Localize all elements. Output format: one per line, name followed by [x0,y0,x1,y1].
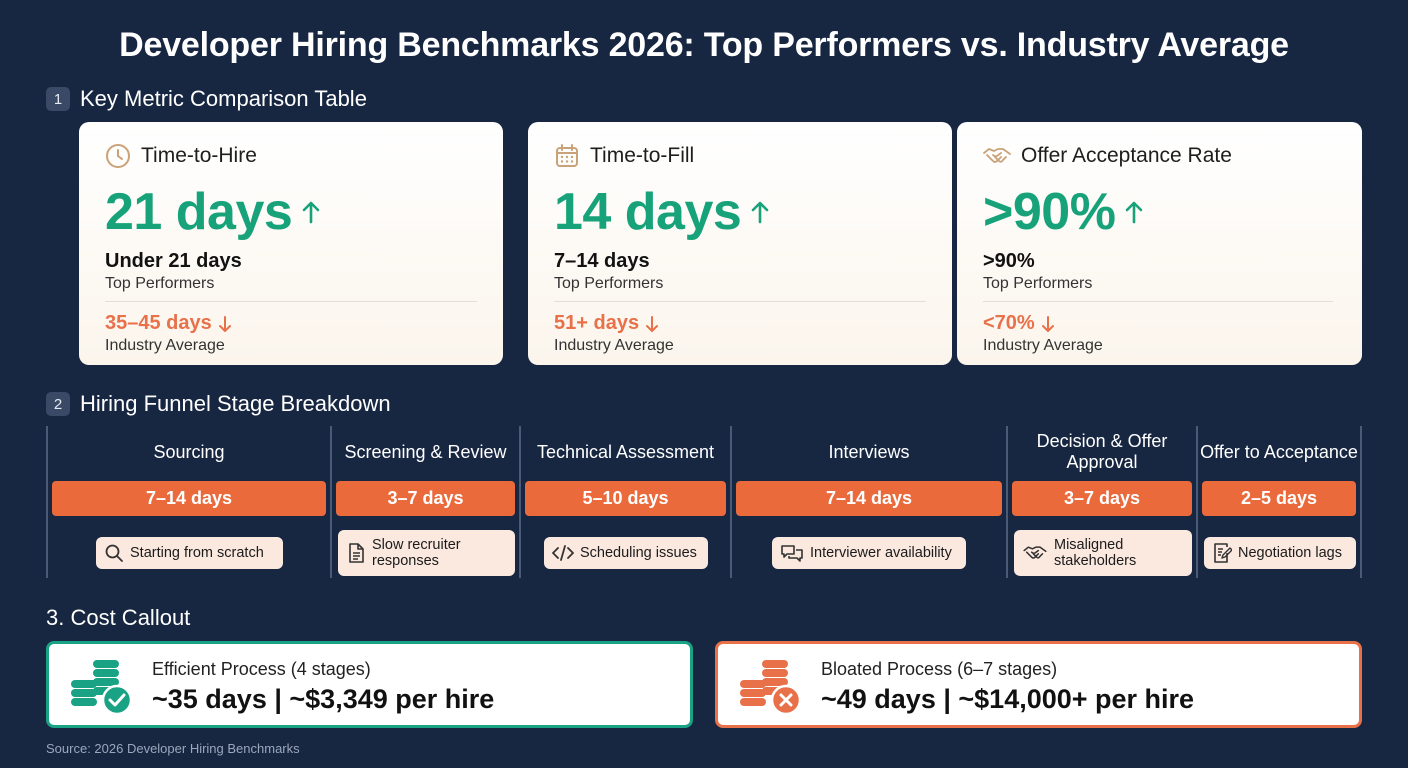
section-title: 3. Cost Callout [46,605,191,630]
cost-value: ~49 days | ~$14,000+ per hire [821,684,1195,714]
stage-duration-bar: 7–14 days [52,481,326,516]
metric-card-offer-acceptance: Offer Acceptance Rate >90% >90% Top Perf… [957,122,1362,365]
section-metrics-heading: 1 Key Metric Comparison Table [46,86,367,112]
stage-issue: Interviewer availability [772,537,966,569]
stage-title: Decision & Offer Approval [1036,431,1168,472]
code-icon [552,545,574,561]
stage-duration-bar: 3–7 days [336,481,515,516]
divider [554,301,926,302]
stage-duration-bar: 7–14 days [736,481,1002,516]
handshake-icon [1023,546,1047,559]
arrow-down-icon [218,315,231,332]
handshake-icon [983,148,1011,163]
section-funnel-heading: 2 Hiring Funnel Stage Breakdown [46,391,391,417]
stage-issue-text: Scheduling issues [580,545,697,561]
arrow-up-icon [1126,201,1143,224]
stage-issue: Scheduling issues [544,537,708,569]
industry-value-text: <70% [983,312,1035,334]
industry-label: Industry Average [105,337,225,354]
stage-duration-bar: 5–10 days [525,481,726,516]
clock-icon [106,144,130,168]
metric-title: Time-to-Hire [141,144,257,167]
industry-value-text: 35–45 days [105,312,212,334]
stage-duration-bar: 3–7 days [1012,481,1192,516]
calendar-icon [556,144,578,167]
metric-title: Time-to-Fill [590,144,695,167]
stage-issue: Negotiation lags [1204,537,1356,569]
arrow-up-icon [303,201,320,224]
section-cost-heading: 3. Cost Callout [46,605,190,631]
funnel-stage-technical-assessment: Technical Assessment 5–10 days Schedulin… [519,426,730,578]
stage-issue-text: Misaligned stakeholders [1054,537,1137,569]
industry-value: 51+ days [554,312,926,335]
stage-issue-text: Negotiation lags [1238,545,1342,561]
source-note: Source: 2026 Developer Hiring Benchmarks [46,741,300,756]
page-title: Developer Hiring Benchmarks 2026: Top Pe… [119,26,1289,64]
top-performer-value: 7–14 days [554,250,650,272]
metric-title: Offer Acceptance Rate [1021,144,1232,167]
section-title: Key Metric Comparison Table [80,86,367,111]
cost-label: Efficient Process (4 stages) [152,659,371,679]
top-performer-label: Top Performers [983,275,1093,292]
metric-card-time-to-hire: Time-to-Hire 21 days Under 21 days Top P… [79,122,503,365]
document-icon [349,543,364,563]
stage-issue: Slow recruiter responses [338,530,515,576]
funnel-stage-screening: Screening & Review 3–7 days Slow recruit… [330,426,519,578]
stage-title: Screening & Review [344,441,507,462]
cost-callout-efficient: Efficient Process (4 stages) ~35 days | … [46,641,693,728]
funnel-stage-sourcing: Sourcing 7–14 days Starting from scratch [46,426,330,578]
coins-check-icon [71,660,133,716]
metric-big-value: 14 days [554,183,742,241]
search-icon [105,544,123,562]
top-performer-label: Top Performers [554,275,664,292]
funnel-stage-decision-offer: Decision & Offer Approval 3–7 days Misal… [1006,426,1196,578]
industry-label: Industry Average [983,337,1103,354]
industry-label: Industry Average [554,337,674,354]
hiring-funnel: Sourcing 7–14 days Starting from scratch… [46,426,1362,578]
divider [105,301,477,302]
coins-x-icon [740,660,802,716]
cost-callout-bloated: Bloated Process (6–7 stages) ~49 days | … [715,641,1362,728]
stage-issue-text: Interviewer availability [810,545,952,561]
edit-doc-icon [1214,543,1232,563]
industry-value-text: 51+ days [554,312,640,334]
arrow-down-icon [646,315,659,332]
funnel-stage-interviews: Interviews 7–14 days Interviewer availab… [730,426,1006,578]
stage-issue: Starting from scratch [96,537,283,569]
stage-issue-text: Slow recruiter responses [372,537,461,569]
top-performer-label: Top Performers [105,275,215,292]
stage-title: Interviews [828,441,910,462]
industry-value: <70% [983,312,1336,335]
stage-title: Technical Assessment [536,441,715,462]
cost-label: Bloated Process (6–7 stages) [821,659,1058,679]
top-performer-value: Under 21 days [105,250,242,272]
section-number-badge: 1 [46,87,70,111]
stage-issue: Misaligned stakeholders [1014,530,1192,576]
cost-value: ~35 days | ~$3,349 per hire [152,684,495,714]
stage-issue-text: Starting from scratch [130,545,264,561]
funnel-stage-offer-acceptance: Offer to Acceptance 2–5 days Negotiation… [1196,426,1362,578]
section-number-badge: 2 [46,392,70,416]
divider [983,301,1333,302]
metric-big-value: 21 days [105,183,293,241]
section-title: Hiring Funnel Stage Breakdown [80,391,391,416]
top-performer-value: >90% [983,250,1035,272]
chat-icon [781,545,803,562]
industry-value: 35–45 days [105,312,477,335]
arrow-up-icon [752,201,769,224]
metric-big-value: >90% [983,183,1116,241]
metric-card-time-to-fill: Time-to-Fill 14 days 7–14 days Top Perfo… [528,122,952,365]
stage-title: Sourcing [153,441,225,462]
arrow-down-icon [1041,315,1054,332]
stage-title: Offer to Acceptance [1200,441,1358,462]
stage-duration-bar: 2–5 days [1202,481,1356,516]
